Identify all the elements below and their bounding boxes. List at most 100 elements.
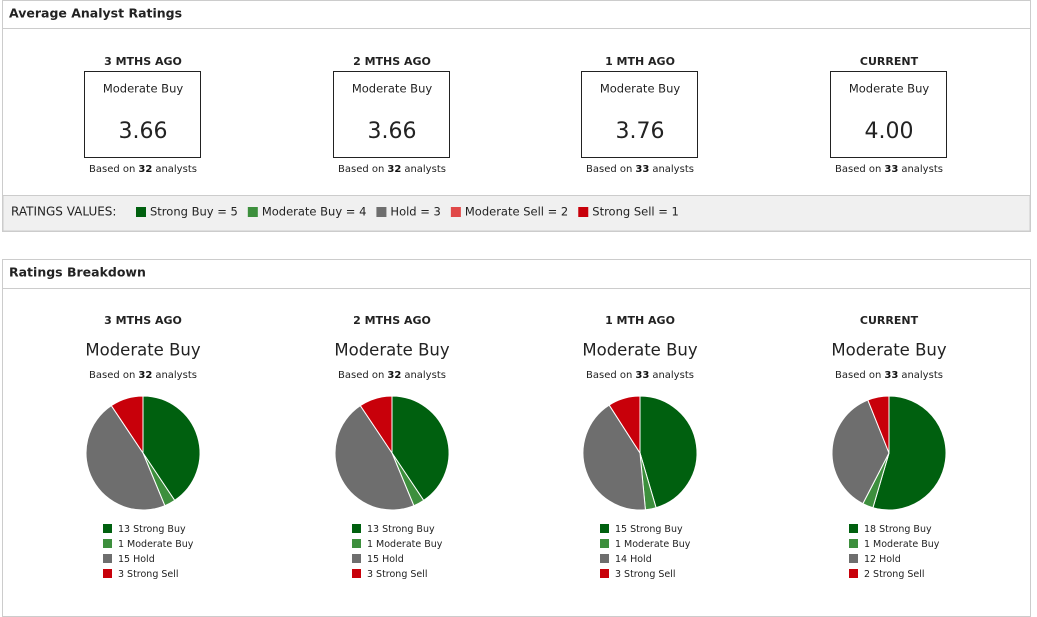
based-suffix: analysts (652, 370, 694, 381)
name: Moderate Buy (127, 539, 194, 550)
column-label: 1 MTH AGO (605, 314, 675, 327)
based-prefix: Based on (835, 164, 881, 175)
count: 18 (864, 524, 876, 535)
rating: Moderate Buy (849, 82, 930, 96)
based-suffix: analysts (404, 164, 446, 175)
name: Moderate Buy (376, 539, 443, 550)
count: 33 (635, 164, 649, 175)
pie-slice (867, 395, 890, 454)
score: 3.76 (616, 119, 665, 144)
ratings-values-label: RATINGS VALUES: (11, 205, 116, 219)
legend-label: 15 Hold (118, 554, 155, 565)
name: Strong Sell (873, 569, 925, 580)
panel-title: Average Analyst Ratings (9, 6, 182, 21)
based-prefix: Based on (586, 164, 632, 175)
score: 4.00 (865, 119, 914, 144)
legend-swatch (600, 539, 609, 548)
rating: Moderate Buy (103, 82, 184, 96)
legend-swatch (849, 539, 858, 548)
column-label: CURRENT (860, 314, 919, 327)
pie-slice (110, 395, 144, 455)
pie-slice (608, 395, 641, 455)
based-prefix: Based on (89, 370, 135, 381)
legend-swatch (849, 524, 858, 533)
pie-slice (359, 395, 393, 455)
column-label: 2 MTHS AGO (353, 55, 431, 68)
column-label: 1 MTH AGO (605, 55, 675, 68)
score: 3.66 (119, 119, 168, 144)
based-suffix: analysts (901, 164, 943, 175)
analyst-count: Based on 33 analysts (586, 164, 694, 175)
legend-swatch (103, 554, 112, 563)
pie-slice (85, 404, 166, 511)
name: Strong Buy (382, 524, 435, 535)
legend-swatch (578, 207, 589, 217)
legend-label: 3 Strong Sell (367, 569, 428, 580)
count: 12 (864, 554, 876, 565)
pie-slice (582, 404, 646, 511)
legend-label: 12 Hold (864, 554, 901, 565)
rating: Moderate Buy (600, 82, 681, 96)
legend-label: 13 Strong Buy (367, 524, 435, 535)
pie-slice (334, 404, 415, 511)
based-prefix: Based on (89, 164, 135, 175)
column-label: 3 MTHS AGO (104, 55, 182, 68)
pie-slice (831, 399, 890, 505)
based-suffix: analysts (404, 370, 446, 381)
analyst-count: Based on 33 analysts (835, 164, 943, 175)
score: 3.66 (368, 119, 417, 144)
legend-label: 14 Hold (615, 554, 652, 565)
count: 33 (884, 164, 898, 175)
legend-swatch (600, 554, 609, 563)
count: 15 (367, 554, 379, 565)
name: Hold (879, 554, 901, 565)
legend-swatch (600, 569, 609, 578)
analyst-count: Based on 32 analysts (89, 370, 197, 381)
analyst-count: Based on 32 analysts (89, 164, 197, 175)
pie-slice (639, 395, 698, 509)
count: 1 (864, 539, 870, 550)
legend-label: 18 Strong Buy (864, 524, 932, 535)
analyst-count: Based on 33 analysts (835, 370, 943, 381)
legend-label: 3 Strong Sell (118, 569, 179, 580)
pie-slice (872, 395, 947, 511)
legend-swatch (450, 207, 461, 217)
legend-label: Moderate Sell = 2 (465, 205, 568, 219)
based-prefix: Based on (338, 164, 384, 175)
legend-label: 1 Moderate Buy (367, 539, 443, 550)
rating-box (84, 71, 201, 158)
legend-label: Strong Buy = 5 (150, 205, 238, 219)
legend-label: 2 Strong Sell (864, 569, 925, 580)
name: Strong Sell (127, 569, 179, 580)
name: Strong Buy (630, 524, 683, 535)
legend-label: 15 Hold (367, 554, 404, 565)
legend-swatch (352, 539, 361, 548)
rating-box (830, 71, 947, 158)
legend-label: Strong Sell = 1 (592, 205, 679, 219)
name: Strong Buy (879, 524, 932, 535)
count: 3 (367, 569, 373, 580)
count: 15 (118, 554, 130, 565)
count: 2 (864, 569, 870, 580)
count: 13 (118, 524, 130, 535)
based-prefix: Based on (586, 370, 632, 381)
rating-box (581, 71, 698, 158)
legend-label: 13 Strong Buy (118, 524, 186, 535)
name: Moderate Buy (873, 539, 940, 550)
rating: Moderate Buy (334, 341, 449, 360)
legend-swatch (352, 524, 361, 533)
rating: Moderate Buy (352, 82, 433, 96)
name: Strong Sell (624, 569, 676, 580)
based-prefix: Based on (835, 370, 881, 381)
legend-swatch (352, 569, 361, 578)
name: Moderate Buy (624, 539, 691, 550)
count: 32 (138, 164, 152, 175)
based-suffix: analysts (155, 164, 197, 175)
legend-swatch (136, 207, 146, 217)
legend-swatch (103, 524, 112, 533)
legend-swatch (103, 539, 112, 548)
name: Strong Sell (376, 569, 428, 580)
legend-swatch (849, 569, 858, 578)
based-suffix: analysts (155, 370, 197, 381)
